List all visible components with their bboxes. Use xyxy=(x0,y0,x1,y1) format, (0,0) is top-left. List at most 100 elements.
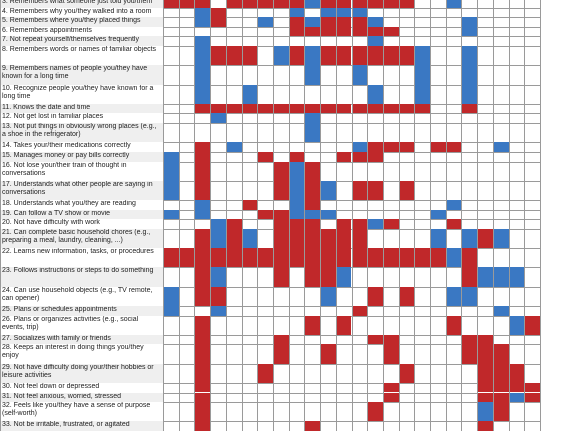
heatmap-cell xyxy=(210,228,226,249)
row-gridline xyxy=(0,219,540,221)
heatmap-cell xyxy=(194,315,211,335)
heatmap-cell xyxy=(414,65,431,85)
heatmap-cell xyxy=(163,305,179,316)
heatmap-cell xyxy=(194,402,211,422)
heatmap-cell xyxy=(398,46,415,66)
heatmap-cell xyxy=(304,315,321,335)
heatmap-cell xyxy=(351,65,368,85)
column-gridline xyxy=(304,0,305,431)
heatmap-cell xyxy=(367,17,383,27)
heatmap-cell xyxy=(461,103,478,114)
heatmap-cell xyxy=(304,161,321,181)
heatmap-cell xyxy=(178,248,195,268)
column-gridline xyxy=(540,0,541,431)
row-label: 26. Plans or organizes activities (e.g.,… xyxy=(0,315,163,335)
row-label: 17. Understands what other people are sa… xyxy=(0,180,163,201)
column-gridline xyxy=(461,0,462,431)
column-gridline xyxy=(509,0,510,431)
heatmap-cell xyxy=(320,267,336,287)
heatmap-cell xyxy=(367,103,383,114)
heatmap-cell xyxy=(304,26,321,37)
row-label: 6. Remembers appointments xyxy=(0,26,163,37)
heatmap-cell xyxy=(288,180,305,201)
heatmap-cell xyxy=(304,123,321,143)
heatmap-cell xyxy=(194,363,211,383)
heatmap-cell xyxy=(508,315,525,335)
heatmap-cell xyxy=(477,382,493,393)
heatmap-cell xyxy=(367,151,383,162)
label-divider xyxy=(0,0,1,431)
heatmap-cell xyxy=(304,180,321,201)
heatmap-cell xyxy=(194,65,211,85)
heatmap-cell xyxy=(163,286,179,306)
heatmap-cell xyxy=(241,84,258,104)
heatmap-cell xyxy=(367,84,383,104)
row-gridline xyxy=(0,305,540,307)
row-label: 3. Remembers what someone just told you/… xyxy=(0,0,163,8)
heatmap-cell xyxy=(367,286,383,306)
heatmap-cell xyxy=(398,248,415,268)
heatmap-cell xyxy=(492,228,509,249)
row-label: 20. Not have difficulty with work xyxy=(0,219,163,229)
heatmap-cell xyxy=(351,7,368,18)
heatmap-cell xyxy=(367,334,383,345)
row-gridline xyxy=(0,7,540,9)
heatmap-cell xyxy=(367,46,383,66)
row-gridline xyxy=(0,228,540,230)
heatmap-cell xyxy=(320,103,336,114)
heatmap-cell xyxy=(288,151,305,162)
column-gridline xyxy=(336,0,337,431)
heatmap-cell xyxy=(210,17,226,27)
heatmap-cell xyxy=(492,402,509,422)
heatmap-cell xyxy=(320,17,336,27)
heatmap-cell xyxy=(367,219,383,229)
column-gridline xyxy=(477,0,478,431)
heatmap-cell xyxy=(194,286,211,306)
heatmap-cell xyxy=(445,200,462,210)
heatmap-cell xyxy=(382,142,399,152)
heatmap-cell xyxy=(492,392,509,403)
heatmap-cell xyxy=(382,46,399,66)
row-gridline xyxy=(0,161,540,163)
heatmap-cell xyxy=(335,26,352,37)
heatmap-cell xyxy=(304,0,321,8)
heatmap-cell xyxy=(445,248,462,268)
heatmap-cell xyxy=(367,248,383,268)
heatmap-cell xyxy=(288,17,305,27)
heatmap-cell xyxy=(272,180,289,201)
heatmap-cell xyxy=(241,228,258,249)
heatmap-cell xyxy=(430,209,446,220)
heatmap-cell xyxy=(194,209,211,220)
heatmap-cell xyxy=(492,305,509,316)
heatmap-cell xyxy=(257,0,273,8)
heatmap-cell xyxy=(194,46,211,66)
heatmap-cell xyxy=(382,392,399,403)
heatmap-cell xyxy=(414,84,431,104)
heatmap-cell xyxy=(461,65,478,85)
heatmap-cell xyxy=(210,248,226,268)
row-label: 33. Not be irritable, frustrated, or agi… xyxy=(0,421,163,431)
heatmap-cell xyxy=(257,17,273,27)
heatmap-cell xyxy=(351,180,368,201)
column-gridline xyxy=(399,0,400,431)
heatmap-cell xyxy=(241,46,258,66)
heatmap-cell xyxy=(225,46,242,66)
heatmap-cell xyxy=(320,7,336,18)
heatmap-cell xyxy=(241,103,258,114)
heatmap-cell xyxy=(194,344,211,364)
column-gridline xyxy=(257,0,258,431)
row-gridline xyxy=(0,142,540,144)
heatmap-cell xyxy=(320,180,336,201)
heatmap-cell xyxy=(241,248,258,268)
heatmap-cell xyxy=(272,161,289,181)
column-gridline xyxy=(446,0,447,431)
heatmap-cell xyxy=(382,344,399,364)
heatmap-cell xyxy=(304,219,321,229)
heatmap-cell xyxy=(272,228,289,249)
heatmap-cell xyxy=(445,315,462,335)
heatmap-cell xyxy=(461,334,478,345)
heatmap-cell xyxy=(304,113,321,124)
row-label: 27. Socializes with family or friends xyxy=(0,334,163,345)
heatmap-cell xyxy=(461,267,478,287)
